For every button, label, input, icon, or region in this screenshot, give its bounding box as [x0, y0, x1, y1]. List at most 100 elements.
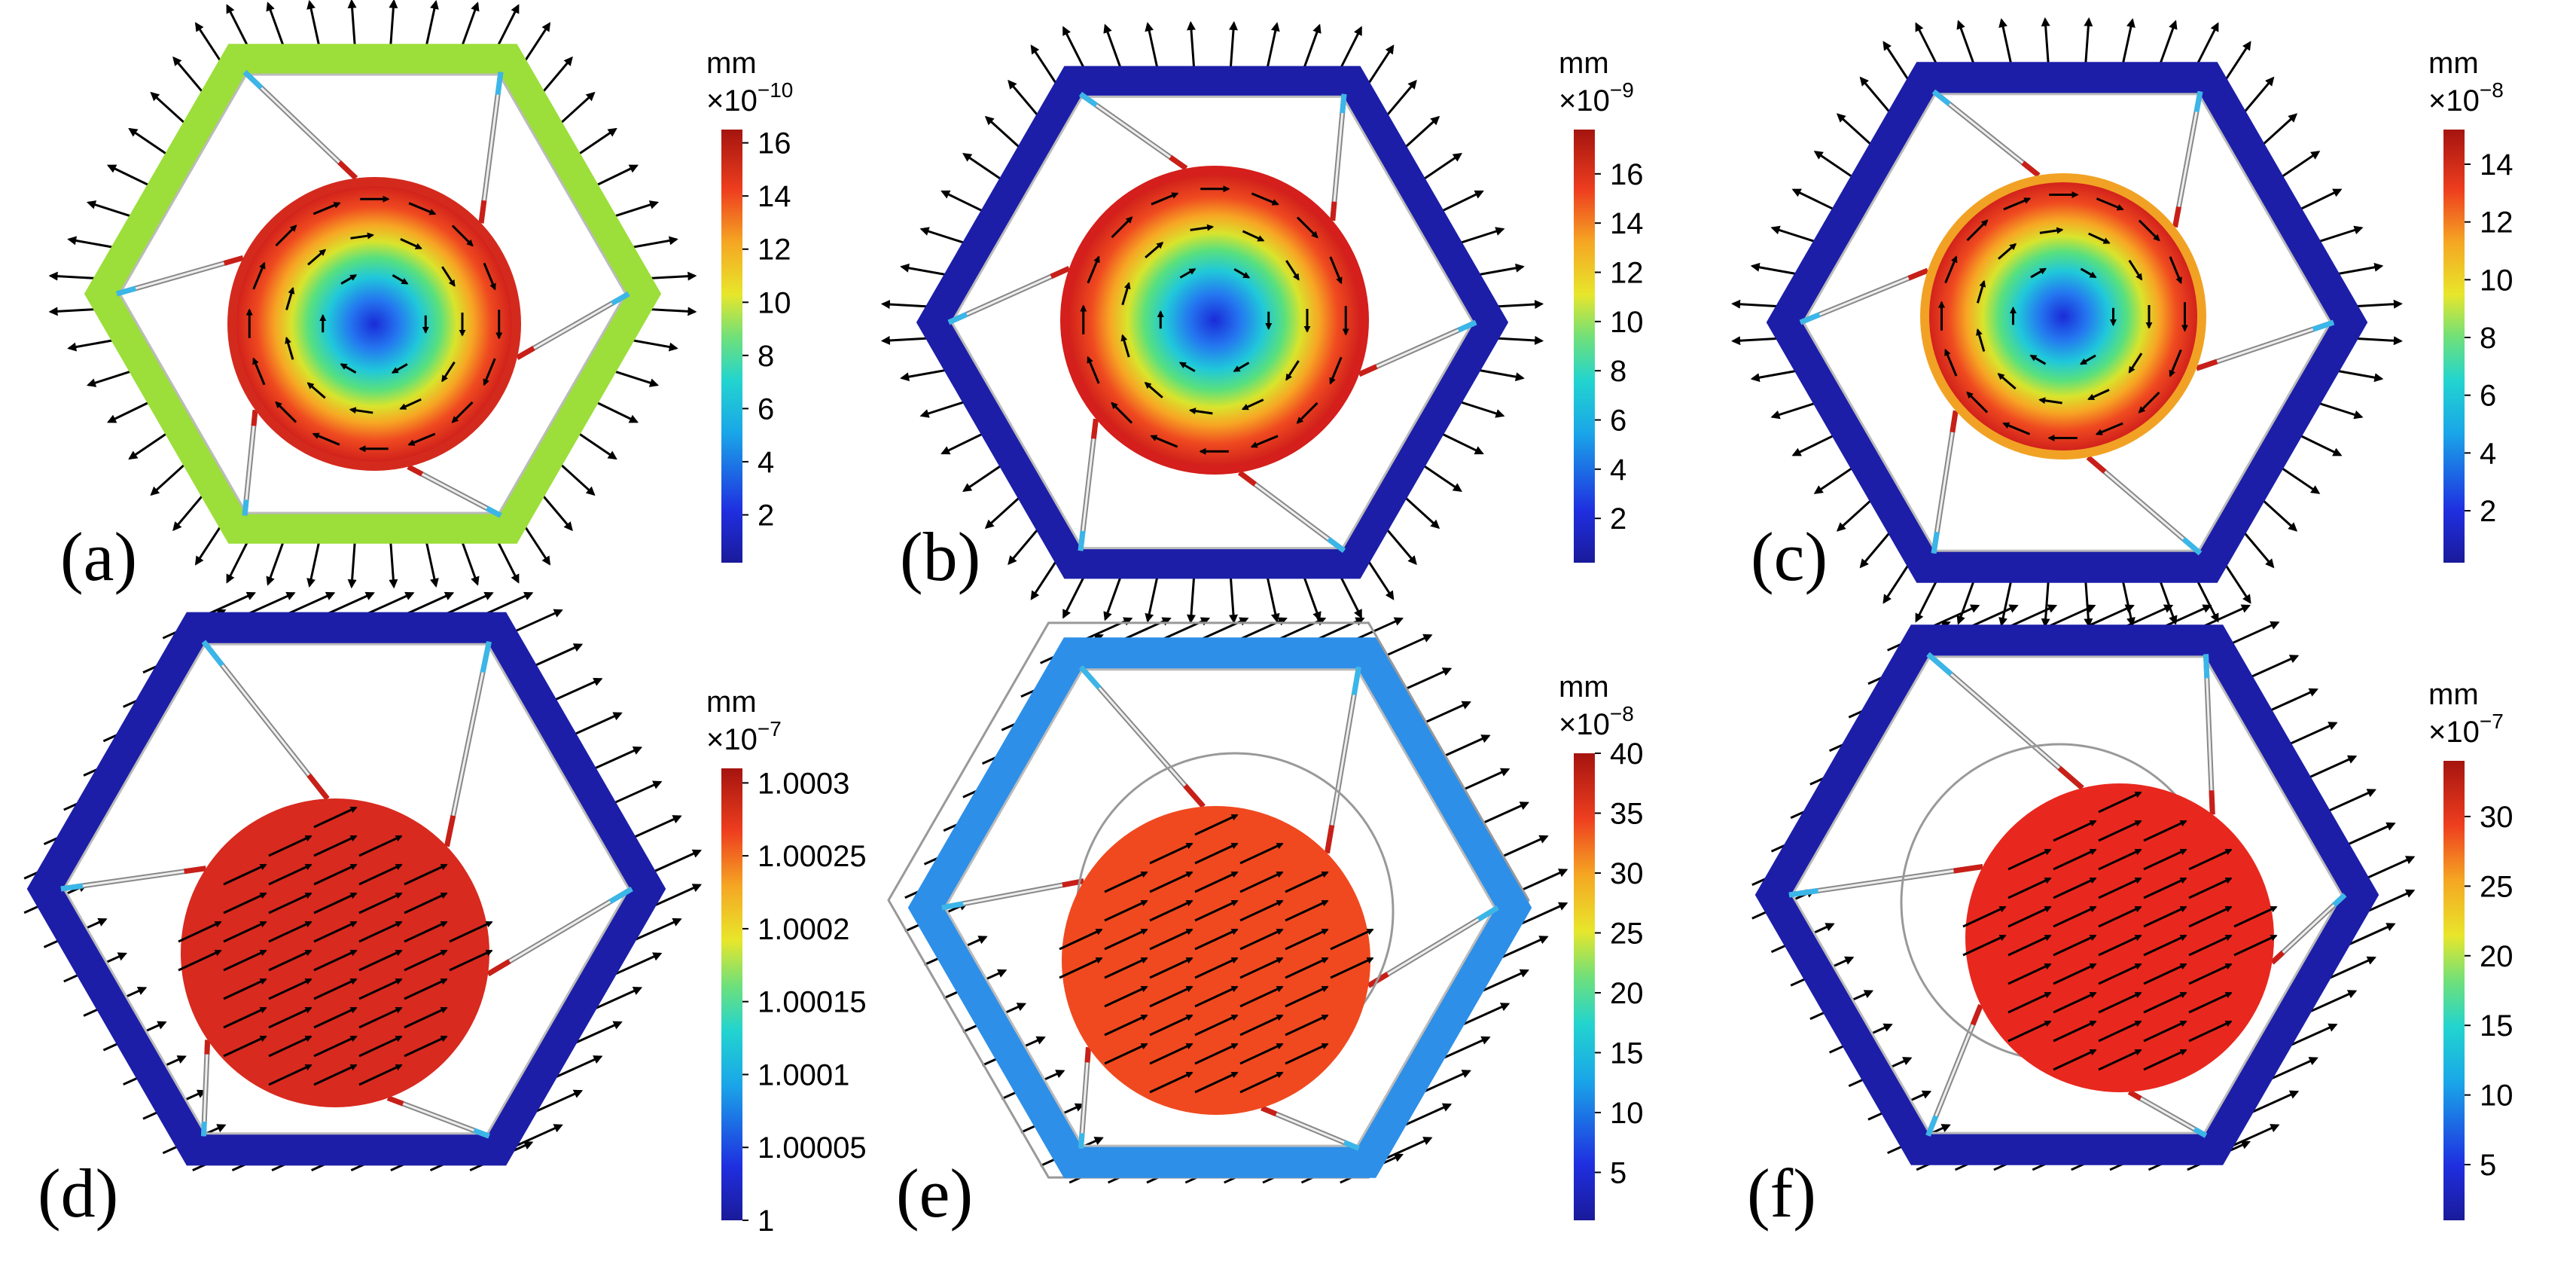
disk-arrow — [2079, 354, 2096, 365]
disk-arrow — [2002, 422, 2031, 435]
beam-strain — [516, 346, 535, 360]
colorbar-gradient — [721, 768, 742, 1220]
disk-arrow — [2096, 197, 2124, 211]
disk-arrow — [2053, 877, 2097, 899]
beam-strain — [1090, 418, 1099, 439]
beam-strain — [1050, 266, 1071, 279]
colorbar-tick-label: 5 — [2480, 1149, 2496, 1182]
beam-strain — [1931, 531, 1940, 554]
disk-arrow — [313, 835, 358, 857]
disk-arrow — [268, 892, 312, 914]
disk-arrow — [1239, 871, 1284, 893]
disk-arrow — [404, 921, 448, 943]
colorbar-multiplier: ×10−9 — [1559, 78, 1634, 118]
disk-arrow — [313, 892, 358, 914]
disk-arrow — [1104, 928, 1148, 951]
panel-label: (e) — [896, 1155, 973, 1232]
beam-strain — [2057, 765, 2084, 790]
disk-arrow — [313, 1035, 358, 1058]
beam-strain — [2332, 893, 2347, 908]
disk — [1929, 182, 2197, 450]
colorbar-exponent: −8 — [1610, 702, 1634, 725]
colorbar-unit: mm — [2428, 678, 2479, 711]
beam-core — [407, 466, 501, 517]
disk-arrow — [399, 398, 422, 411]
beam-core — [1239, 472, 1345, 552]
disk-arrow — [1194, 928, 1239, 951]
colorbar-tick-label: 14 — [2480, 148, 2514, 182]
disk-arrow — [223, 978, 267, 1000]
disk-arrow — [313, 1064, 358, 1086]
colorbar-tick-label: 1.0003 — [758, 767, 849, 800]
colorbar-multiplier: ×10−7 — [2428, 710, 2504, 749]
beam-strain — [2193, 90, 2203, 113]
disk-arrow — [1239, 1043, 1284, 1065]
disk-arrow — [2098, 1049, 2142, 1071]
disk-arrow — [223, 949, 267, 972]
disk-arrow — [1149, 899, 1193, 922]
disk-arrow — [1149, 871, 1193, 893]
disk-arrow — [1144, 381, 1163, 398]
beams — [941, 665, 1499, 1151]
disk-arrow — [1296, 216, 1318, 239]
disk-arrow — [1285, 899, 1329, 922]
beam-strain — [1799, 312, 1821, 325]
disk-arrow — [268, 978, 312, 1000]
colorbar-multiplier: ×10−10 — [706, 78, 793, 118]
disk-arrow — [2143, 1049, 2187, 1071]
disk-arrow — [2095, 422, 2123, 435]
beam-core — [1932, 411, 1957, 554]
colorbar-tick-label: 8 — [1610, 355, 1626, 388]
disk-arrow — [2138, 219, 2160, 242]
disk-arrow — [1962, 934, 2007, 957]
disk-arrows — [178, 806, 493, 1086]
colorbar-tick-label: 2 — [758, 499, 774, 533]
disk-arrow — [2007, 877, 2052, 899]
beam-strain — [1953, 864, 1983, 874]
hex-frame — [26, 612, 666, 1166]
colorbar-tick-label: 1.0002 — [758, 913, 849, 946]
beam-core — [203, 1040, 209, 1137]
disk-arrow — [404, 863, 448, 886]
disk-arrow — [1962, 905, 2007, 928]
disk-arrow — [1194, 842, 1239, 865]
disk-arrow — [268, 1035, 312, 1058]
disk-arrow — [2233, 905, 2278, 928]
beam-core — [1788, 866, 1983, 896]
beam-strain — [495, 72, 504, 96]
beam-core — [1325, 667, 1360, 853]
beam-strain — [251, 409, 258, 426]
disk — [1069, 175, 1360, 466]
beam-core — [1080, 1047, 1090, 1149]
disk-arrow — [1285, 360, 1300, 381]
disk-arrow — [2128, 259, 2143, 281]
colorbar-exponent: −7 — [758, 717, 782, 740]
disk-arrow — [1285, 928, 1329, 951]
beam-strain — [407, 464, 424, 477]
disk-arrow — [2233, 934, 2278, 957]
disk-arrow — [2098, 1020, 2142, 1043]
beam-strain — [1330, 201, 1337, 221]
beam-strain — [473, 1128, 490, 1139]
disk-arrow — [358, 1064, 403, 1086]
colorbar-tick-label: 8 — [758, 340, 774, 373]
disk-arrow — [1149, 1014, 1193, 1037]
disk-arrow — [223, 1006, 267, 1029]
disk-arrow — [1179, 267, 1197, 279]
disk-arrow — [2053, 934, 2097, 957]
disk-arrow — [268, 863, 312, 886]
disk-arrow — [2138, 391, 2160, 414]
disk-arrow — [1188, 408, 1213, 415]
disk-arrow — [358, 949, 403, 972]
disk-arrow — [2188, 848, 2233, 871]
disk-arrow — [1296, 401, 1318, 424]
colorbar-tick-label: 14 — [1610, 207, 1644, 240]
disk-arrow — [252, 261, 266, 290]
beam-strain — [1926, 652, 1953, 676]
disk-arrow — [2030, 267, 2047, 279]
disk-arrow — [1104, 871, 1148, 893]
colorbar: mm×10−840 35 30 25 20 15 10 5 — [1559, 670, 1644, 1220]
disk-arrow — [1120, 334, 1130, 358]
disk-arrow — [1966, 219, 1989, 242]
